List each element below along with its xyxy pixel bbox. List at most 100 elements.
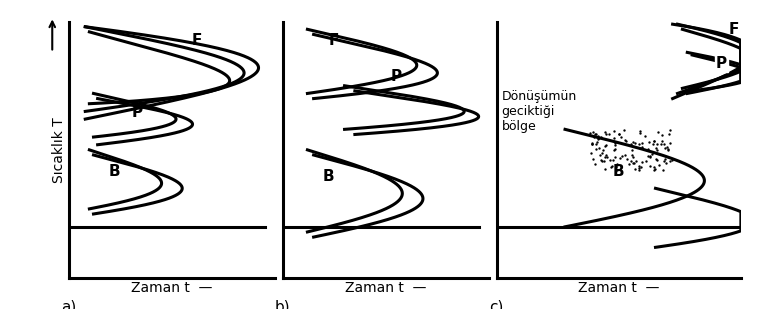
Point: [634, 129, 646, 133]
Point: [595, 158, 607, 163]
Point: [626, 154, 639, 159]
Point: [613, 132, 626, 137]
Point: [600, 152, 612, 157]
Point: [662, 148, 675, 153]
Text: b): b): [275, 300, 290, 309]
Point: [649, 167, 661, 171]
Point: [584, 131, 596, 136]
Point: [611, 161, 623, 166]
Point: [588, 134, 601, 139]
Text: F: F: [729, 23, 739, 37]
Point: [607, 157, 619, 162]
Point: [640, 158, 652, 163]
Point: [647, 139, 659, 144]
Point: [633, 167, 646, 172]
Point: [610, 155, 622, 160]
Point: [591, 137, 604, 142]
Point: [597, 158, 610, 163]
Text: Dönüşümün
geciktiği
bölge: Dönüşümün geciktiği bölge: [501, 90, 577, 133]
Point: [664, 140, 676, 145]
Point: [658, 159, 670, 163]
Point: [591, 140, 603, 145]
Point: [650, 145, 662, 150]
Point: [646, 152, 659, 157]
Point: [586, 141, 598, 146]
Point: [605, 164, 617, 169]
Point: [651, 142, 663, 147]
Point: [589, 131, 601, 136]
Point: [588, 129, 600, 134]
Point: [644, 164, 656, 169]
Point: [597, 147, 609, 152]
Point: [607, 147, 620, 152]
Point: [662, 131, 675, 136]
Point: [620, 153, 632, 158]
Point: [626, 147, 639, 152]
Point: [626, 160, 639, 165]
Point: [660, 161, 672, 166]
Point: [648, 164, 660, 169]
Text: Zaman t  —: Zaman t —: [345, 281, 426, 295]
Point: [648, 167, 660, 172]
Point: [598, 129, 610, 134]
Point: [604, 158, 617, 163]
Text: B: B: [322, 169, 334, 184]
Point: [630, 159, 643, 164]
Point: [644, 155, 656, 160]
Point: [607, 135, 620, 140]
Point: [613, 155, 626, 160]
Point: [593, 136, 605, 141]
Point: [610, 167, 623, 172]
Point: [658, 142, 670, 146]
Point: [594, 146, 606, 150]
Point: [595, 134, 607, 139]
Point: [586, 142, 598, 147]
Point: [639, 133, 651, 138]
Point: [589, 162, 601, 167]
Point: [623, 161, 635, 166]
Point: [664, 128, 676, 133]
Point: [643, 140, 655, 145]
Point: [651, 148, 663, 153]
Point: [619, 137, 631, 142]
Point: [652, 163, 665, 168]
Point: [600, 131, 612, 136]
Point: [652, 130, 665, 135]
Point: [656, 142, 668, 146]
Point: [628, 161, 640, 166]
Point: [610, 162, 623, 167]
Point: [656, 138, 668, 143]
Y-axis label: Sıcaklık T: Sıcaklık T: [52, 117, 66, 183]
Point: [650, 156, 662, 161]
Point: [606, 163, 618, 168]
Point: [585, 141, 597, 146]
Point: [597, 150, 609, 155]
Point: [609, 140, 621, 145]
Point: [629, 141, 641, 146]
Point: [590, 142, 602, 147]
Point: [599, 154, 611, 159]
Text: F: F: [329, 33, 339, 48]
Point: [629, 166, 641, 171]
Point: [610, 164, 622, 169]
Point: [592, 133, 604, 138]
Point: [626, 153, 638, 158]
Text: c): c): [489, 300, 503, 309]
Point: [662, 147, 674, 152]
Point: [646, 141, 659, 146]
Point: [585, 151, 597, 156]
Point: [633, 142, 646, 146]
Point: [600, 143, 612, 148]
Point: [602, 131, 614, 136]
Text: P: P: [131, 104, 142, 120]
Point: [609, 143, 621, 148]
Point: [659, 157, 671, 162]
Point: [635, 164, 647, 169]
Point: [627, 139, 639, 144]
Point: [624, 158, 636, 163]
Point: [651, 158, 663, 163]
Point: [633, 166, 645, 171]
Point: [613, 132, 625, 137]
Point: [634, 131, 646, 136]
Point: [594, 153, 606, 158]
